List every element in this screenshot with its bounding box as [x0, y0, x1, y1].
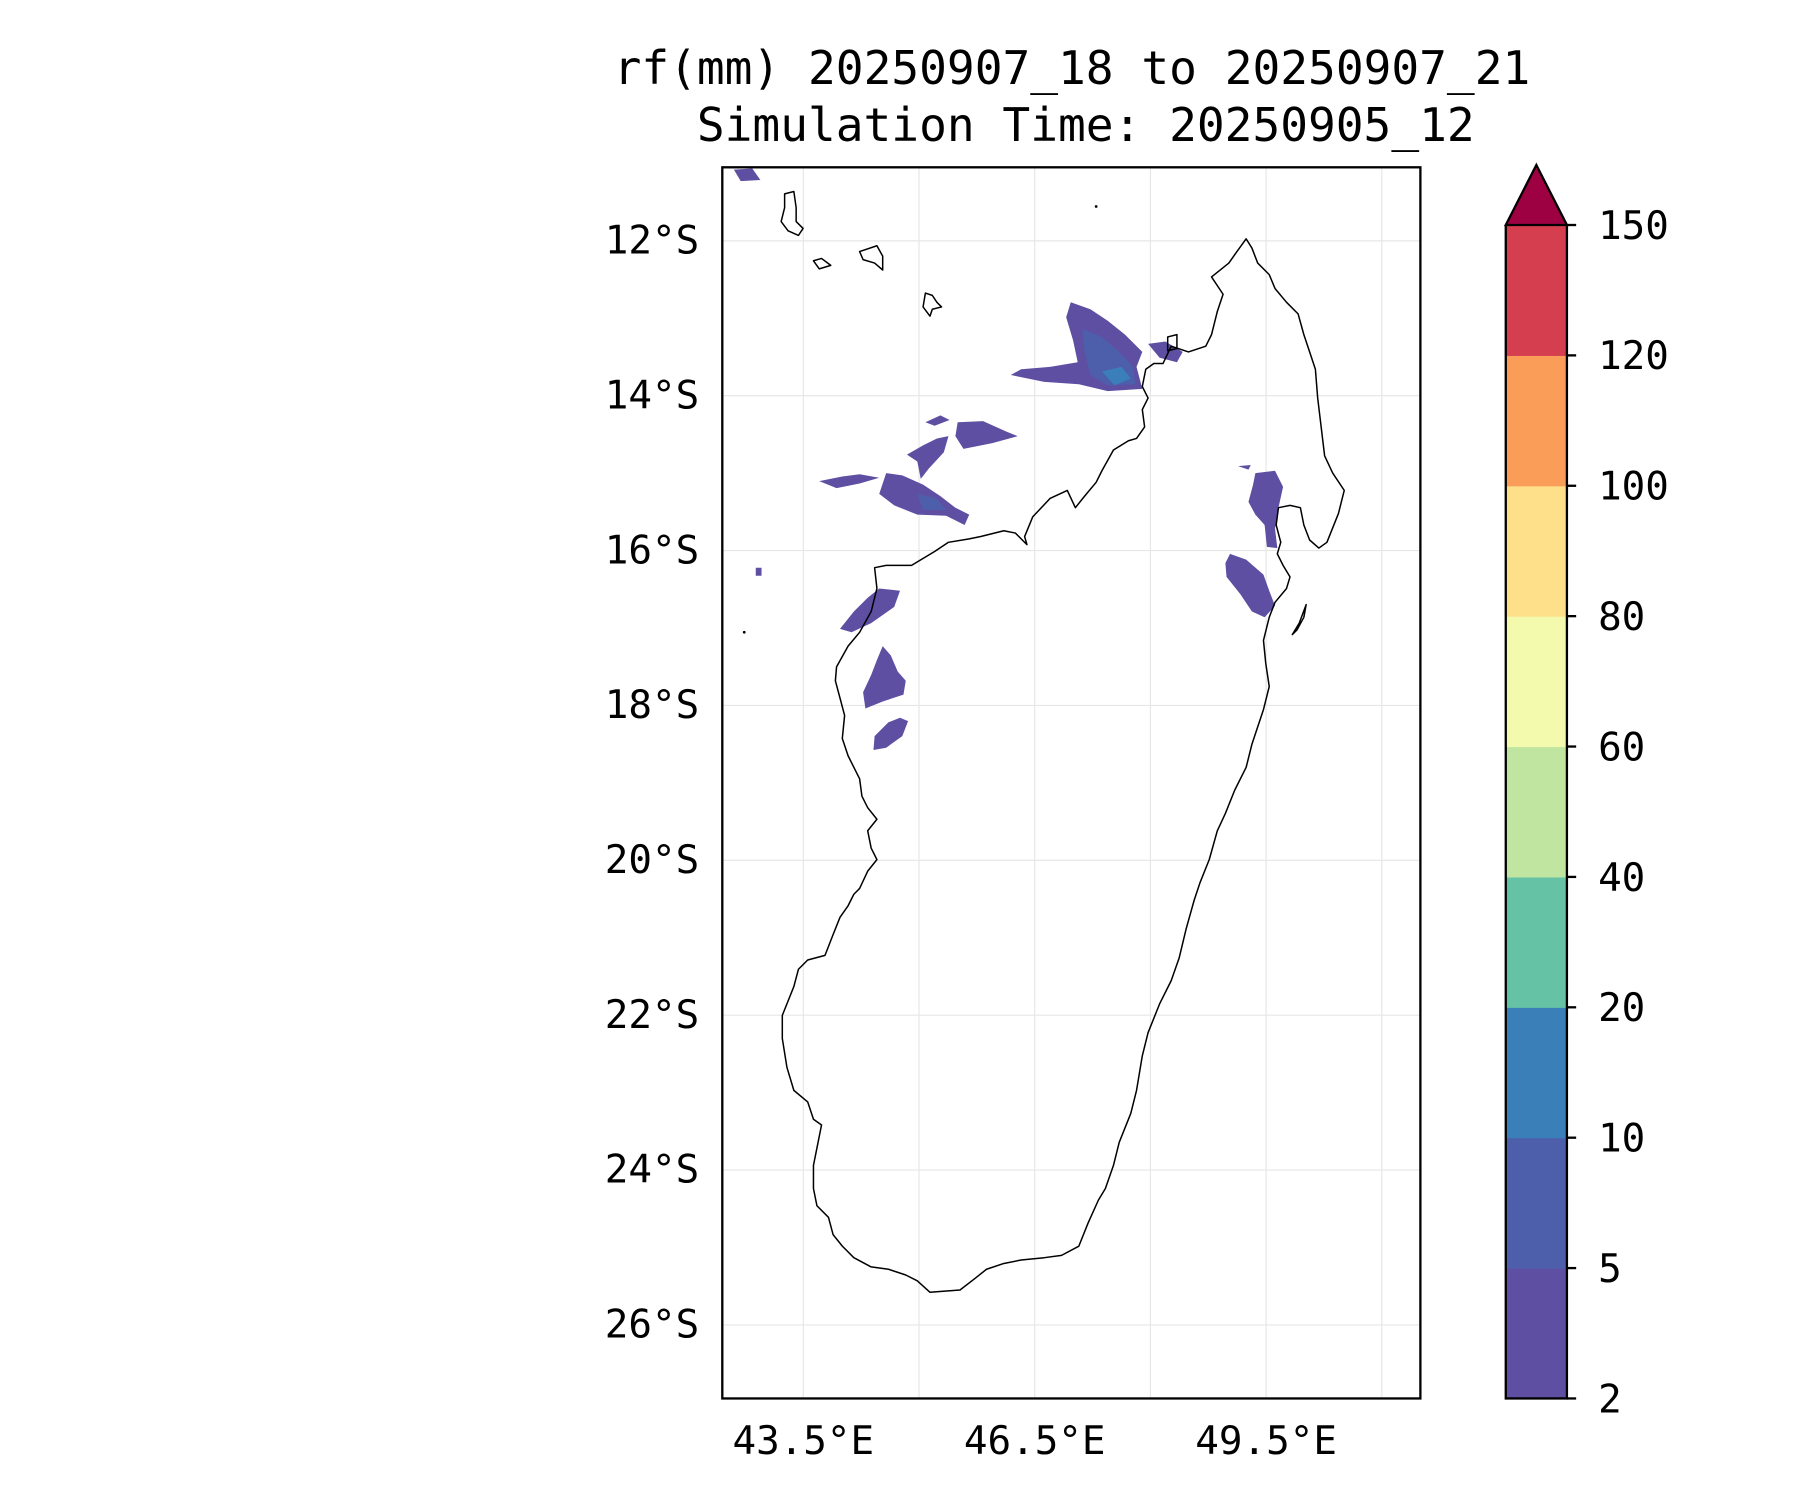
rain-cell-east — [1248, 470, 1284, 549]
map-frame — [721, 166, 1422, 1400]
rain-cell — [755, 567, 762, 576]
map-axes: 43.5°E 46.5°E 49.5°E 12°S 14°S 16°S 18°S 20°S 2… — [605, 166, 1422, 1464]
colorbar-segment — [1505, 1268, 1567, 1400]
y-axis-ticks: 12°S 14°S 16°S 18°S 20°S 22°S 24°S 26°S — [605, 219, 699, 1348]
rain-cell-west — [840, 588, 900, 633]
rain-cell-west — [863, 646, 906, 709]
mayotte-coastline — [922, 292, 943, 317]
colorbar-segment — [1505, 225, 1567, 356]
title-line-1: rf(mm) 20250907_18 to 20250907_21 — [614, 41, 1531, 95]
colorbar-tick-label: 150 — [1598, 204, 1669, 249]
colorbar-segment — [1505, 616, 1567, 748]
rain-cell — [1238, 465, 1251, 470]
colorbar-tick-label: 2 — [1598, 1377, 1622, 1422]
x-tick-label: 49.5°E — [1195, 1419, 1337, 1464]
islet — [1094, 205, 1098, 208]
colorbar-extend-arrow — [1503, 162, 1569, 227]
colorbar-segment — [1505, 1007, 1567, 1139]
colorbar-tick-label: 20 — [1598, 986, 1645, 1031]
rain-cell — [925, 415, 950, 426]
sainte-marie-coastline — [1291, 603, 1307, 636]
nosy-be-coastline — [1166, 333, 1178, 352]
y-tick-label: 24°S — [605, 1148, 699, 1193]
coastline — [742, 190, 1345, 1294]
y-tick-label: 12°S — [605, 219, 699, 264]
x-axis-ticks: 43.5°E 46.5°E 49.5°E — [732, 1419, 1336, 1464]
rain-cell-west — [873, 717, 909, 750]
rain-cell-nosybe-core — [1101, 366, 1131, 386]
rainfall-contours — [733, 168, 1284, 750]
y-tick-label: 22°S — [605, 993, 699, 1038]
colorbar-frame — [1504, 224, 1569, 1400]
madagascar-coastline — [781, 238, 1345, 1294]
y-tick-label: 16°S — [605, 528, 699, 573]
rain-cell — [906, 436, 949, 479]
rain-cell-inner — [917, 493, 947, 510]
grande-comore-coastline — [780, 190, 804, 237]
colorbar-segment — [1505, 485, 1567, 617]
title-line-2: Simulation Time: 20250905_12 — [697, 98, 1475, 152]
colorbar-tick-label: 40 — [1598, 856, 1645, 901]
colorbar: 2 5 10 20 40 60 80 100 120 150 — [1503, 162, 1669, 1422]
rain-cell — [819, 474, 880, 489]
colorbar-segment — [1505, 1137, 1567, 1269]
x-tick-label: 43.5°E — [732, 1419, 874, 1464]
colorbar-tick-label: 60 — [1598, 725, 1645, 770]
colorbar-segment — [1505, 746, 1567, 878]
colorbar-tick-label: 100 — [1598, 465, 1669, 510]
colorbar-segment — [1505, 355, 1567, 487]
colorbar-tick-label: 5 — [1598, 1247, 1622, 1292]
colorbar-tick-label: 10 — [1598, 1117, 1645, 1162]
colorbar-tick-label: 80 — [1598, 595, 1645, 640]
anjouan-coastline — [858, 245, 884, 271]
gridlines — [722, 167, 1421, 1399]
rain-cell-east — [1225, 553, 1275, 618]
moheli-coastline — [812, 257, 832, 270]
x-tick-label: 46.5°E — [964, 1419, 1106, 1464]
rain-cell — [955, 421, 1018, 449]
y-tick-label: 20°S — [605, 838, 699, 883]
colorbar-segment — [1505, 876, 1567, 1008]
y-tick-label: 18°S — [605, 683, 699, 728]
y-tick-label: 14°S — [605, 373, 699, 418]
rain-cell — [733, 168, 761, 182]
y-tick-label: 26°S — [605, 1303, 699, 1348]
colorbar-tick-label: 120 — [1598, 334, 1669, 379]
islet — [742, 630, 746, 634]
